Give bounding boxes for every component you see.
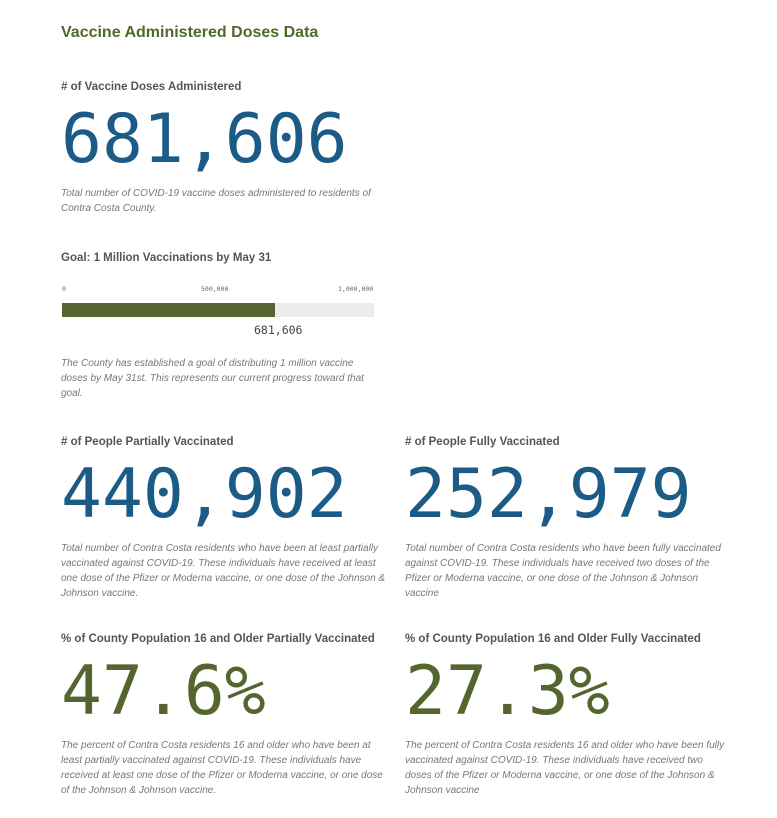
goal-axis-tick-2: 1,000,000 bbox=[338, 285, 374, 293]
partially-heading: # of People Partially Vaccinated bbox=[61, 436, 234, 448]
pct-partially-description: The percent of Contra Costa residents 16… bbox=[61, 740, 383, 796]
doses-description: Total number of COVID-19 vaccine doses a… bbox=[61, 188, 371, 214]
fully-value: 252,979 bbox=[405, 455, 692, 534]
doses-heading: # of Vaccine Doses Administered bbox=[61, 81, 242, 93]
goal-progress-track bbox=[62, 303, 374, 317]
fully-heading: # of People Fully Vaccinated bbox=[405, 436, 560, 448]
partially-description: Total number of Contra Costa residents w… bbox=[61, 543, 386, 599]
goal-axis-tick-1: 500,000 bbox=[201, 285, 229, 293]
pct-fully-value: 27.3% bbox=[405, 652, 610, 731]
page-title: Vaccine Administered Doses Data bbox=[61, 24, 319, 41]
goal-axis-tick-0: 0 bbox=[62, 285, 66, 293]
pct-partially-heading: % of County Population 16 and Older Part… bbox=[61, 633, 375, 645]
doses-section: # of Vaccine Doses Administered bbox=[61, 81, 241, 93]
goal-current-value: 681,606 bbox=[254, 323, 303, 337]
goal-progress-fill bbox=[62, 303, 275, 317]
goal-heading: Goal: 1 Million Vaccinations by May 31 bbox=[61, 252, 272, 264]
partially-value: 440,902 bbox=[61, 455, 348, 534]
fully-description: Total number of Contra Costa residents w… bbox=[405, 543, 721, 599]
pct-fully-heading: % of County Population 16 and Older Full… bbox=[405, 633, 701, 645]
goal-description: The County has established a goal of dis… bbox=[61, 358, 364, 399]
pct-fully-description: The percent of Contra Costa residents 16… bbox=[405, 740, 725, 796]
pct-partially-value: 47.6% bbox=[61, 652, 266, 731]
doses-value: 681,606 bbox=[61, 100, 348, 179]
